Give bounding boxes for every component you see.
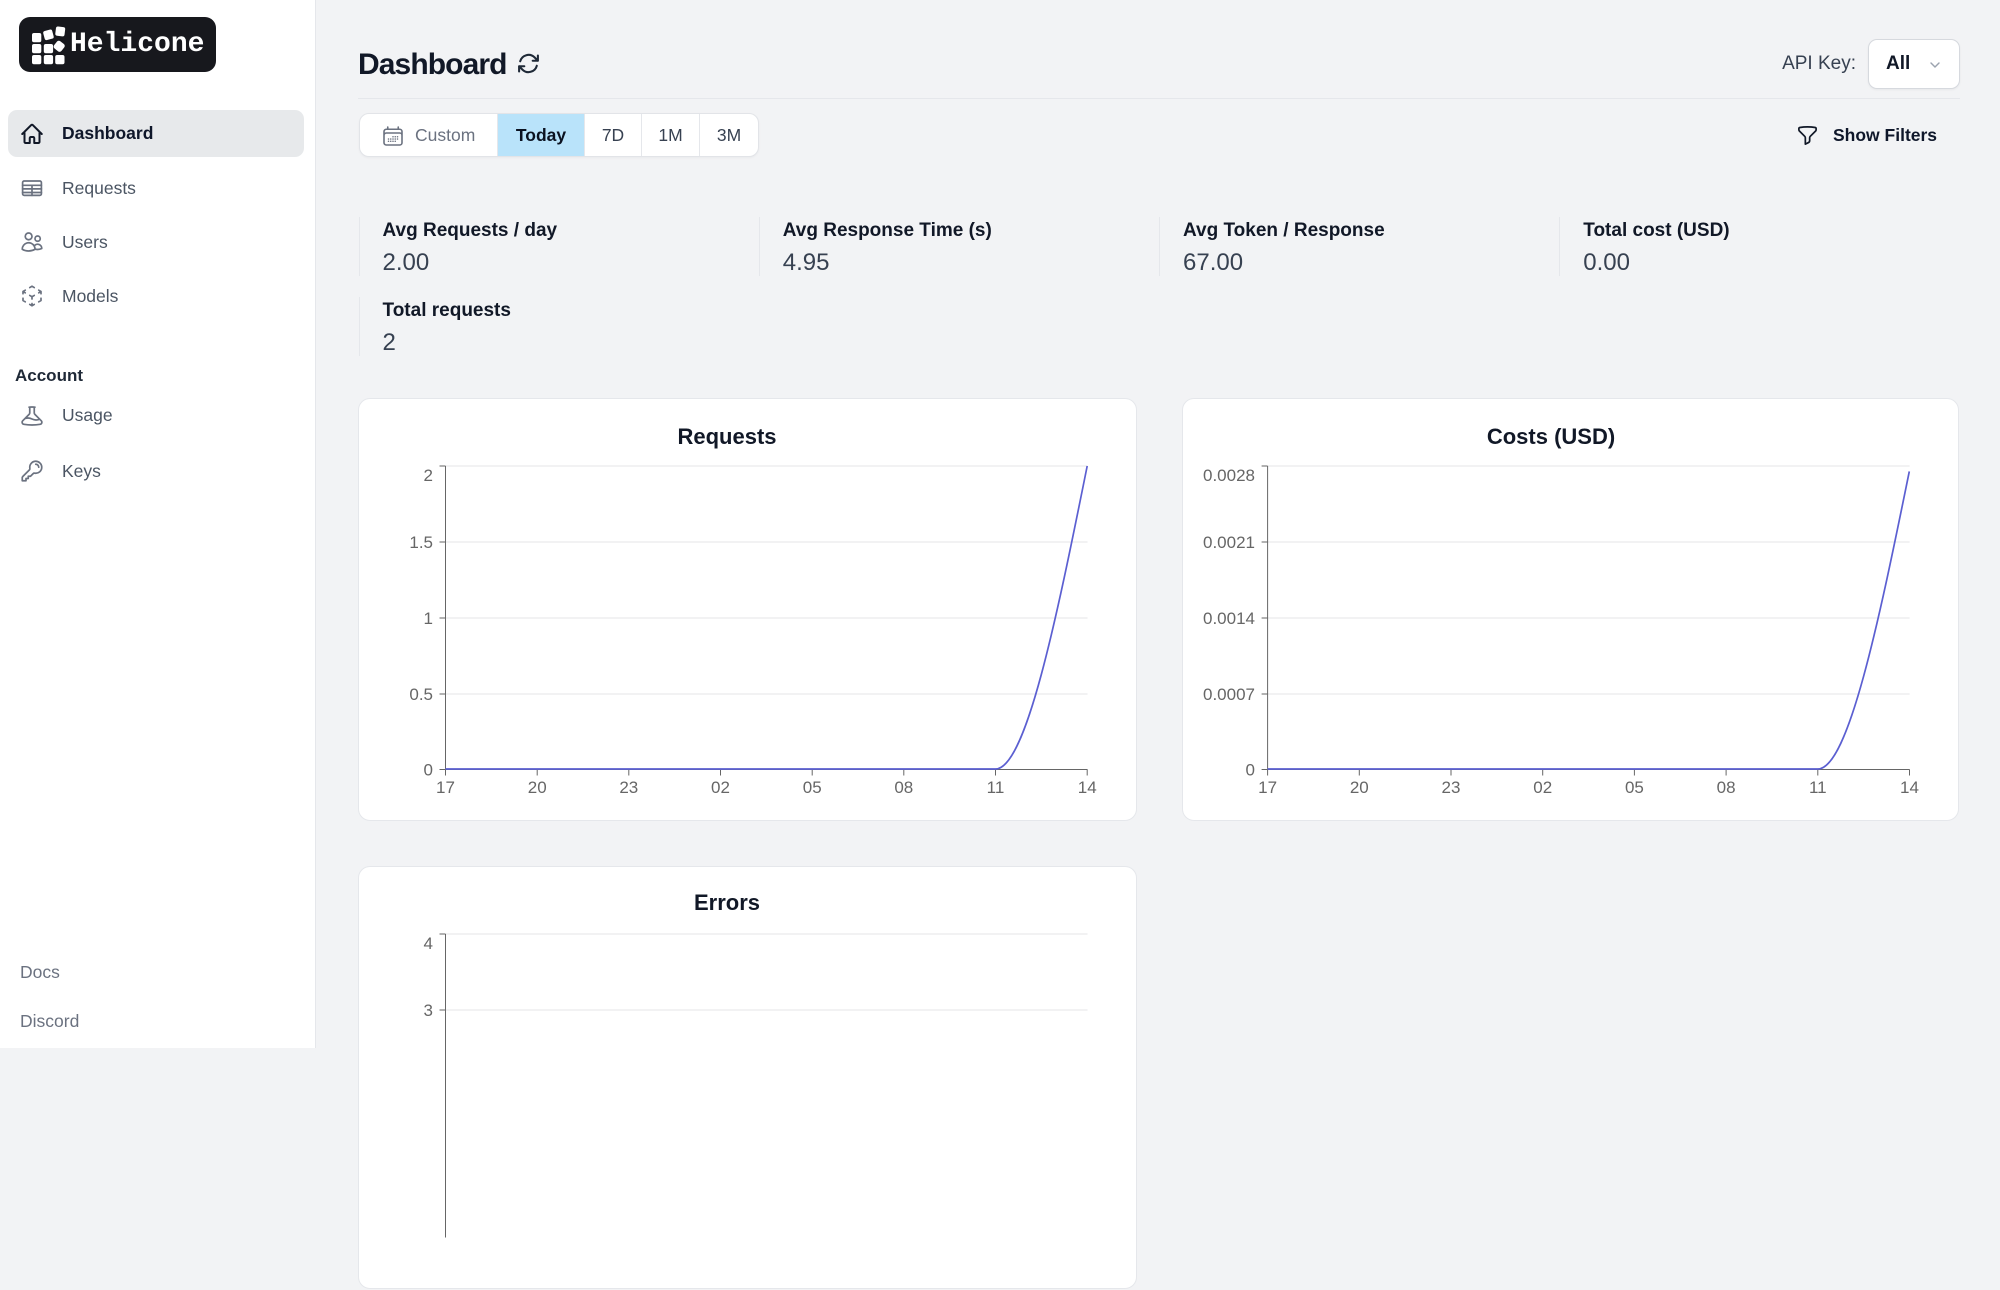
svg-text:3: 3 xyxy=(424,1001,433,1020)
svg-text:08: 08 xyxy=(1717,778,1736,797)
svg-text:05: 05 xyxy=(1625,778,1644,797)
svg-text:0: 0 xyxy=(1246,761,1255,780)
svg-text:1.5: 1.5 xyxy=(409,533,433,552)
svg-text:20: 20 xyxy=(528,778,547,797)
svg-text:05: 05 xyxy=(803,778,822,797)
svg-text:0.0014: 0.0014 xyxy=(1203,609,1255,628)
svg-text:02: 02 xyxy=(711,778,730,797)
svg-text:14: 14 xyxy=(1900,778,1919,797)
svg-text:17: 17 xyxy=(436,778,455,797)
svg-text:11: 11 xyxy=(987,778,1005,797)
svg-text:17: 17 xyxy=(1258,778,1277,797)
svg-text:2: 2 xyxy=(424,466,433,485)
svg-text:0.0028: 0.0028 xyxy=(1203,466,1255,485)
svg-text:0.0021: 0.0021 xyxy=(1203,533,1255,552)
svg-text:1: 1 xyxy=(424,609,433,628)
svg-text:02: 02 xyxy=(1533,778,1552,797)
svg-text:08: 08 xyxy=(894,778,913,797)
svg-text:11: 11 xyxy=(1809,778,1827,797)
svg-text:23: 23 xyxy=(619,778,638,797)
svg-text:14: 14 xyxy=(1078,778,1097,797)
svg-text:0.0007: 0.0007 xyxy=(1203,685,1255,704)
svg-text:0: 0 xyxy=(424,761,433,780)
svg-text:4: 4 xyxy=(424,934,433,953)
svg-text:20: 20 xyxy=(1350,778,1369,797)
svg-text:23: 23 xyxy=(1442,778,1461,797)
svg-text:0.5: 0.5 xyxy=(409,685,433,704)
